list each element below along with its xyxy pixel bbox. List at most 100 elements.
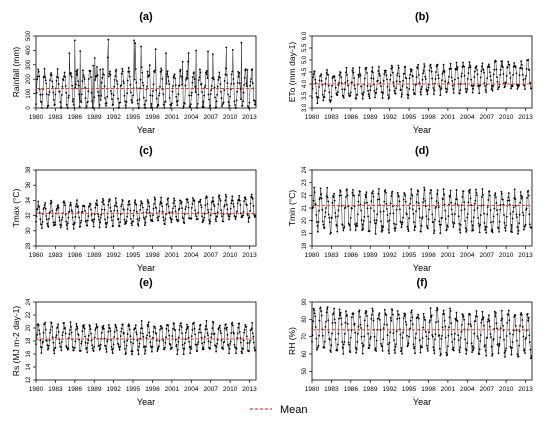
data-point — [429, 319, 431, 322]
data-point — [459, 224, 462, 226]
data-point — [518, 84, 520, 87]
data-point — [230, 73, 233, 76]
data-point — [468, 61, 471, 64]
x-tick-label: 2001 — [165, 252, 180, 259]
data-point — [37, 200, 40, 203]
data-point — [458, 351, 461, 354]
data-point — [123, 341, 126, 343]
data-point — [423, 189, 426, 191]
data-point — [155, 339, 158, 342]
data-point — [323, 346, 326, 349]
data-point — [80, 101, 83, 104]
data-point — [427, 86, 430, 89]
data-point — [180, 322, 182, 324]
data-point — [500, 319, 503, 322]
data-point — [450, 67, 452, 70]
data-point — [223, 204, 226, 206]
data-point — [414, 93, 416, 96]
data-point — [111, 98, 113, 101]
data-point — [516, 226, 519, 229]
data-point — [447, 215, 450, 218]
data-point — [230, 202, 233, 205]
data-point — [427, 218, 430, 221]
data-point — [524, 352, 526, 354]
data-point — [93, 96, 96, 99]
data-point — [357, 73, 360, 76]
data-point — [337, 91, 339, 93]
data-point — [152, 90, 154, 92]
data-point — [176, 99, 179, 102]
data-point — [528, 341, 531, 343]
data-point — [318, 79, 321, 82]
data-point — [406, 334, 408, 337]
data-point — [114, 75, 117, 77]
data-point — [463, 201, 465, 204]
data-point — [336, 94, 339, 96]
data-point — [84, 210, 86, 212]
y-tick-label: 30 — [26, 227, 32, 234]
data-point — [490, 221, 492, 224]
data-point — [238, 199, 241, 202]
data-point — [116, 210, 119, 212]
data-point — [91, 219, 94, 221]
x-tick-label: 1980 — [29, 386, 44, 393]
data-point — [104, 97, 106, 100]
data-point — [139, 332, 142, 334]
data-point — [371, 192, 374, 195]
data-point — [60, 349, 63, 352]
data-point — [190, 347, 193, 350]
data-point — [392, 81, 395, 84]
data-point — [498, 86, 500, 88]
data-point — [368, 97, 371, 100]
data-point — [374, 233, 377, 235]
data-point — [173, 322, 175, 325]
data-point — [133, 39, 136, 42]
data-point — [370, 77, 373, 80]
data-point — [98, 344, 100, 347]
data-point — [496, 76, 498, 79]
data-point — [420, 88, 423, 90]
data-point — [396, 318, 399, 320]
data-point — [56, 207, 58, 210]
data-point — [427, 337, 430, 340]
data-point — [71, 216, 74, 219]
data-point — [47, 347, 50, 349]
data-point — [96, 74, 99, 76]
data-point — [422, 201, 424, 204]
data-point — [428, 69, 431, 72]
data-point — [375, 92, 378, 94]
data-point — [222, 348, 225, 350]
data-point — [417, 74, 420, 76]
data-point — [469, 188, 471, 191]
data-point — [396, 72, 399, 75]
data-point — [170, 221, 173, 224]
x-tick-label: 1995 — [126, 114, 141, 121]
data-point — [327, 84, 330, 87]
data-point — [478, 92, 481, 95]
x-tick-label: 2010 — [499, 386, 514, 393]
x-tick-label: 1980 — [305, 252, 320, 259]
data-point — [185, 79, 187, 81]
data-point — [198, 328, 201, 331]
data-point — [432, 87, 435, 89]
data-point — [410, 193, 413, 196]
data-point — [130, 99, 133, 102]
data-point — [168, 211, 171, 214]
data-point — [476, 194, 478, 197]
data-point — [467, 201, 470, 204]
data-point — [437, 206, 440, 209]
data-point — [356, 93, 359, 96]
data-point — [95, 323, 98, 326]
data-point — [138, 345, 140, 348]
data-point — [321, 220, 324, 223]
data-point — [315, 214, 318, 216]
data-point — [337, 84, 340, 86]
data-point — [106, 56, 109, 59]
data-point — [50, 199, 52, 202]
data-point — [209, 220, 212, 223]
data-point — [203, 86, 206, 89]
data-point — [500, 309, 503, 312]
data-point — [230, 83, 233, 85]
data-point — [411, 195, 414, 197]
